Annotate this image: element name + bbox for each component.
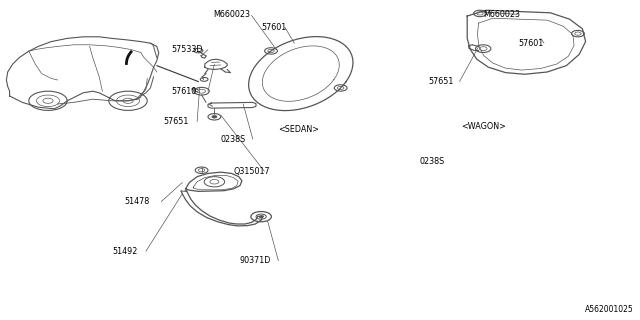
Text: <WAGON>: <WAGON> [461, 122, 506, 131]
Text: Q315017: Q315017 [234, 167, 270, 176]
Text: 90371D: 90371D [240, 256, 271, 265]
Text: 57601: 57601 [518, 39, 543, 48]
Text: M660023: M660023 [213, 10, 250, 19]
Text: A562001025: A562001025 [585, 305, 634, 314]
Text: 57533D: 57533D [172, 45, 203, 54]
Text: 51478: 51478 [125, 197, 150, 206]
Text: 57610: 57610 [172, 87, 196, 96]
Circle shape [259, 216, 263, 218]
Text: 51492: 51492 [112, 247, 138, 256]
Text: 0238S: 0238S [221, 135, 246, 144]
Text: M660023: M660023 [483, 10, 520, 19]
Text: 0238S: 0238S [419, 157, 444, 166]
Circle shape [212, 116, 217, 118]
Text: <SEDAN>: <SEDAN> [278, 125, 319, 134]
Text: 57601: 57601 [261, 23, 286, 32]
Text: 57651: 57651 [163, 117, 189, 126]
Text: 57651: 57651 [429, 77, 454, 86]
